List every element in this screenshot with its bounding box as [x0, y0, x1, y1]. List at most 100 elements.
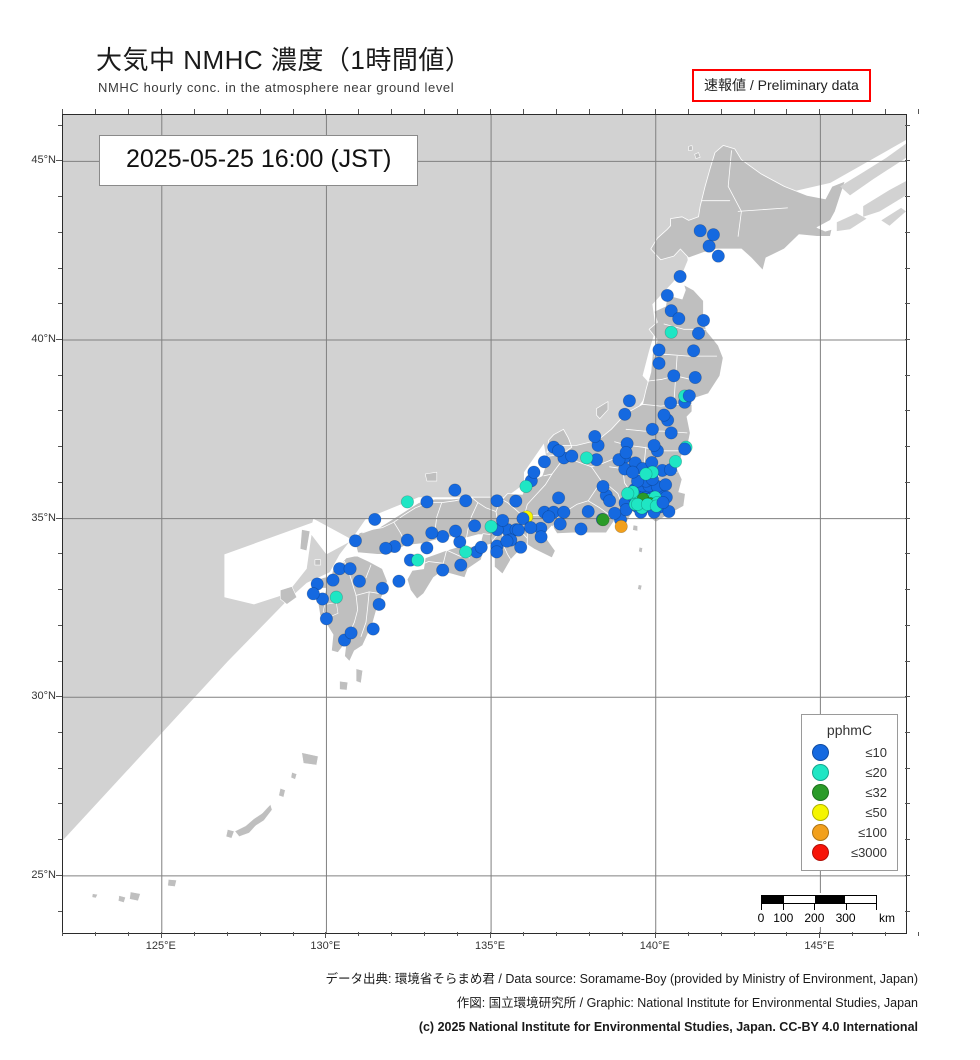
station-point[interactable]: [490, 494, 504, 508]
legend-item[interactable]: ≤50: [812, 802, 887, 822]
station-point[interactable]: [702, 239, 716, 253]
station-point[interactable]: [667, 369, 681, 383]
station-point[interactable]: [581, 504, 595, 519]
station-point[interactable]: [603, 494, 617, 508]
station-point[interactable]: [565, 449, 579, 463]
station-point[interactable]: [436, 563, 450, 577]
station-point[interactable]: [557, 505, 571, 519]
station-point[interactable]: [436, 529, 450, 544]
station-point[interactable]: [639, 467, 653, 481]
station-point[interactable]: [348, 534, 362, 548]
station-point[interactable]: [400, 533, 414, 547]
station-point[interactable]: [608, 506, 622, 520]
station-point[interactable]: [672, 312, 686, 326]
station-point[interactable]: [468, 519, 482, 533]
station-point[interactable]: [453, 535, 467, 549]
top-axis-minor-tick: [94, 109, 96, 114]
station-point[interactable]: [306, 587, 320, 601]
station-point[interactable]: [580, 451, 594, 465]
station-point[interactable]: [392, 574, 406, 588]
station-point[interactable]: [484, 519, 498, 534]
station-point[interactable]: [516, 512, 530, 526]
station-point[interactable]: [534, 530, 548, 544]
station-point[interactable]: [664, 396, 678, 410]
station-point[interactable]: [372, 597, 386, 611]
station-point[interactable]: [454, 558, 468, 572]
station-point[interactable]: [552, 444, 566, 458]
station-point[interactable]: [678, 442, 692, 456]
station-point[interactable]: [664, 304, 678, 318]
station-point[interactable]: [706, 228, 720, 242]
legend-item[interactable]: ≤10: [812, 742, 887, 762]
station-point[interactable]: [326, 573, 340, 587]
station-point[interactable]: [656, 496, 670, 510]
station-point[interactable]: [596, 479, 610, 494]
legend-item[interactable]: ≤20: [812, 762, 887, 782]
station-point[interactable]: [660, 288, 674, 302]
station-point[interactable]: [652, 343, 666, 357]
station-point[interactable]: [696, 313, 711, 327]
station-point[interactable]: [509, 494, 523, 508]
station-point[interactable]: [626, 465, 640, 479]
station-point[interactable]: [647, 438, 661, 452]
station-point[interactable]: [691, 326, 706, 340]
station-point[interactable]: [329, 590, 343, 604]
station-point[interactable]: [527, 465, 541, 479]
station-point[interactable]: [542, 510, 556, 524]
station-point[interactable]: [366, 622, 380, 636]
station-point[interactable]: [420, 495, 434, 509]
station-point[interactable]: [552, 491, 566, 505]
station-point[interactable]: [474, 540, 488, 554]
station-point[interactable]: [379, 541, 393, 555]
station-point[interactable]: [682, 389, 696, 403]
station-point[interactable]: [514, 540, 528, 554]
station-point[interactable]: [688, 370, 702, 385]
station-point[interactable]: [711, 249, 725, 263]
station-point[interactable]: [664, 325, 678, 339]
station-point[interactable]: [524, 521, 538, 535]
station-point[interactable]: [657, 408, 671, 422]
legend-item[interactable]: ≤100: [812, 822, 887, 842]
map-canvas[interactable]: 2025-05-25 16:00 (JST) pphmC ≤10 ≤20 ≤32 ≤5…: [62, 114, 907, 934]
station-point[interactable]: [400, 495, 414, 509]
station-point[interactable]: [448, 524, 463, 538]
station-point[interactable]: [375, 581, 389, 595]
station-point[interactable]: [500, 534, 514, 548]
station-point[interactable]: [448, 483, 462, 497]
station-point[interactable]: [652, 356, 666, 370]
station-point[interactable]: [352, 574, 366, 588]
station-point[interactable]: [659, 478, 673, 492]
station-point[interactable]: [664, 426, 678, 440]
station-point[interactable]: [622, 394, 636, 408]
station-point[interactable]: [344, 626, 358, 640]
station-point[interactable]: [411, 553, 425, 567]
station-point[interactable]: [553, 517, 567, 531]
station-point[interactable]: [319, 612, 333, 626]
station-point[interactable]: [511, 523, 525, 537]
station-point[interactable]: [668, 454, 683, 469]
station-point[interactable]: [687, 344, 701, 358]
station-point[interactable]: [425, 526, 439, 540]
station-point[interactable]: [459, 494, 473, 508]
station-point[interactable]: [574, 522, 588, 536]
station-point[interactable]: [645, 422, 659, 436]
station-point[interactable]: [662, 504, 676, 519]
station-point[interactable]: [368, 512, 382, 526]
station-point[interactable]: [596, 513, 610, 527]
station-point[interactable]: [621, 487, 635, 501]
station-point[interactable]: [673, 269, 687, 284]
station-point[interactable]: [459, 545, 473, 559]
station-point[interactable]: [537, 455, 551, 469]
station-point[interactable]: [519, 479, 533, 494]
station-point[interactable]: [614, 519, 628, 534]
station-point[interactable]: [490, 545, 504, 559]
station-point[interactable]: [618, 407, 632, 421]
station-point[interactable]: [343, 562, 357, 576]
station-point[interactable]: [588, 429, 602, 444]
station-point[interactable]: [420, 541, 434, 555]
station-point[interactable]: [496, 513, 510, 527]
station-point[interactable]: [619, 446, 633, 460]
legend-item[interactable]: ≤32: [812, 782, 887, 802]
legend-item[interactable]: ≤3000: [812, 842, 887, 862]
station-point[interactable]: [693, 224, 707, 238]
